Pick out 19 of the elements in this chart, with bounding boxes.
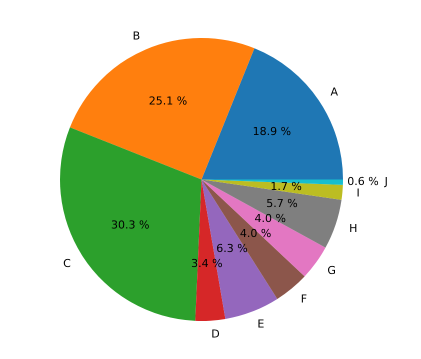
slice-label: C — [63, 256, 72, 270]
slice-label: E — [257, 318, 264, 331]
data-label: 30.3 % — [111, 218, 150, 232]
slice-label: A — [330, 85, 339, 98]
slice-label: F — [300, 292, 308, 306]
data-label: 4.0 % — [254, 212, 286, 226]
slice-label: B — [132, 29, 140, 42]
slice-label: J — [384, 175, 388, 188]
data-label: 1.7 % — [270, 180, 302, 194]
data-label: 6.3 % — [216, 242, 248, 256]
data-label: 25.1 % — [148, 94, 188, 108]
data-label: 4.0 % — [240, 227, 272, 240]
data-label: 0.6 % — [347, 175, 379, 188]
slice-label: D — [211, 328, 220, 341]
slice-label: H — [349, 222, 358, 235]
data-label: 5.7 % — [266, 197, 298, 210]
slice-label: G — [327, 264, 336, 277]
data-label: 18.9 % — [252, 124, 292, 138]
slice-label: I — [356, 186, 360, 200]
